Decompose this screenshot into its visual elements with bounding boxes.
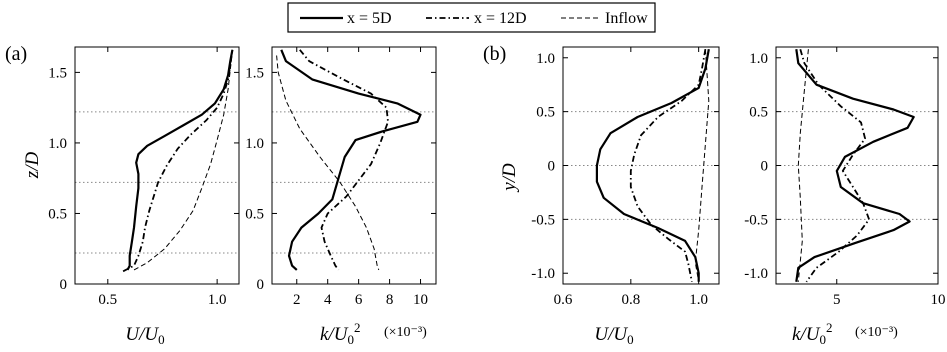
series-line-solid: [795, 49, 915, 282]
y-tick-label: 1.0: [749, 51, 768, 67]
y-tick-label: 1.5: [245, 65, 264, 81]
panel-4: 5 10 -1.0 -0.5 0 0.5 1.0: [744, 46, 946, 308]
x-tick-label: 10: [413, 292, 428, 308]
x-tick-label: 0.5: [98, 292, 117, 308]
plot-panels: 0.5 1.0 0 0.5 1.0 1.5 2 4 6 8 10 0 0.5 1.0 1.5 0.6 0.8 1.…: [48, 46, 946, 308]
x-tick-label: 0.6: [554, 292, 573, 308]
y-tick-label: 0: [60, 277, 68, 293]
y-tick-label: 1.0: [48, 136, 67, 152]
ylabel-z-over-d: z/D: [22, 152, 43, 180]
svg-text:U/U0: U/U0: [125, 324, 164, 347]
svg-text:U/U0: U/U0: [594, 324, 633, 347]
legend-label-x5d: x = 5D: [347, 10, 392, 27]
x-tick-label: 10: [931, 292, 946, 308]
y-tick-label: 0.5: [245, 206, 264, 222]
series-line-dashdot: [629, 49, 707, 282]
x-tick-label: 2: [293, 292, 301, 308]
y-tick-label: 0.5: [536, 105, 555, 121]
x-tick-label: 6: [355, 292, 363, 308]
series-line-dashed: [276, 55, 380, 271]
x-tick-label: 1.0: [208, 292, 227, 308]
svg-text:k/U02: k/U02: [320, 320, 360, 347]
series-line-solid: [280, 49, 422, 271]
multiplier-a: (×10⁻³): [384, 325, 427, 340]
legend-label-x12d: x = 12D: [474, 10, 527, 27]
legend-box: [287, 2, 656, 33]
legend-label-inflow: Inflow: [605, 10, 648, 27]
y-tick-label: -1.0: [744, 266, 768, 282]
y-tick-label: 0: [257, 277, 265, 293]
multiplier-b: (×10⁻³): [855, 325, 898, 340]
y-tick-label: 0.5: [749, 105, 768, 121]
panel-label-a: (a): [5, 43, 27, 65]
y-tick-label: -0.5: [744, 212, 768, 228]
y-tick-label: 1.0: [245, 136, 264, 152]
axes-frame: [271, 46, 437, 285]
y-tick-label: 1.0: [536, 51, 555, 67]
y-tick-label: 0: [761, 159, 769, 175]
x-tick-label: 8: [386, 292, 394, 308]
panel-3: 0.6 0.8 1.0 -1.0 -0.5 0 0.5 1.0: [531, 46, 720, 308]
x-tick-label: 0.8: [621, 292, 640, 308]
series-line-dashed: [797, 49, 809, 282]
legend: x = 5D x = 12D Inflow: [287, 2, 656, 33]
x-tick-label: 1.0: [689, 292, 708, 308]
series-line-dashdot: [799, 48, 870, 283]
series-line-dashed: [694, 49, 710, 282]
panel-label-b: (b): [483, 43, 506, 65]
ylabel-y-over-d: y/D: [499, 163, 520, 193]
x-tick-label: 5: [833, 292, 841, 308]
y-tick-label: 1.5: [48, 65, 67, 81]
svg-text:k/U02: k/U02: [792, 320, 832, 347]
series-line-dashdot: [122, 49, 234, 273]
panel-2: 2 4 6 8 10 0 0.5 1.0 1.5: [245, 46, 437, 308]
series-line-dashdot: [299, 49, 389, 271]
xlabel-k-over-u02-b: k/U02 (×10⁻³): [792, 320, 898, 347]
y-tick-label: -0.5: [531, 212, 555, 228]
axes-frame: [74, 46, 240, 285]
xlabel-k-over-u02-a: k/U02 (×10⁻³): [320, 320, 427, 347]
panel-1: 0.5 1.0 0 0.5 1.0 1.5: [48, 46, 240, 308]
x-tick-label: 4: [324, 292, 332, 308]
y-tick-label: 0: [548, 159, 556, 175]
xlabel-u-over-u0-a: U/U0: [125, 324, 164, 347]
series-line-dashed: [133, 49, 233, 271]
y-tick-label: 0.5: [48, 206, 67, 222]
series-line-solid: [126, 49, 234, 271]
xlabel-u-over-u0-b: U/U0: [594, 324, 633, 347]
series-line-solid: [595, 49, 710, 282]
y-tick-label: -1.0: [531, 266, 555, 282]
